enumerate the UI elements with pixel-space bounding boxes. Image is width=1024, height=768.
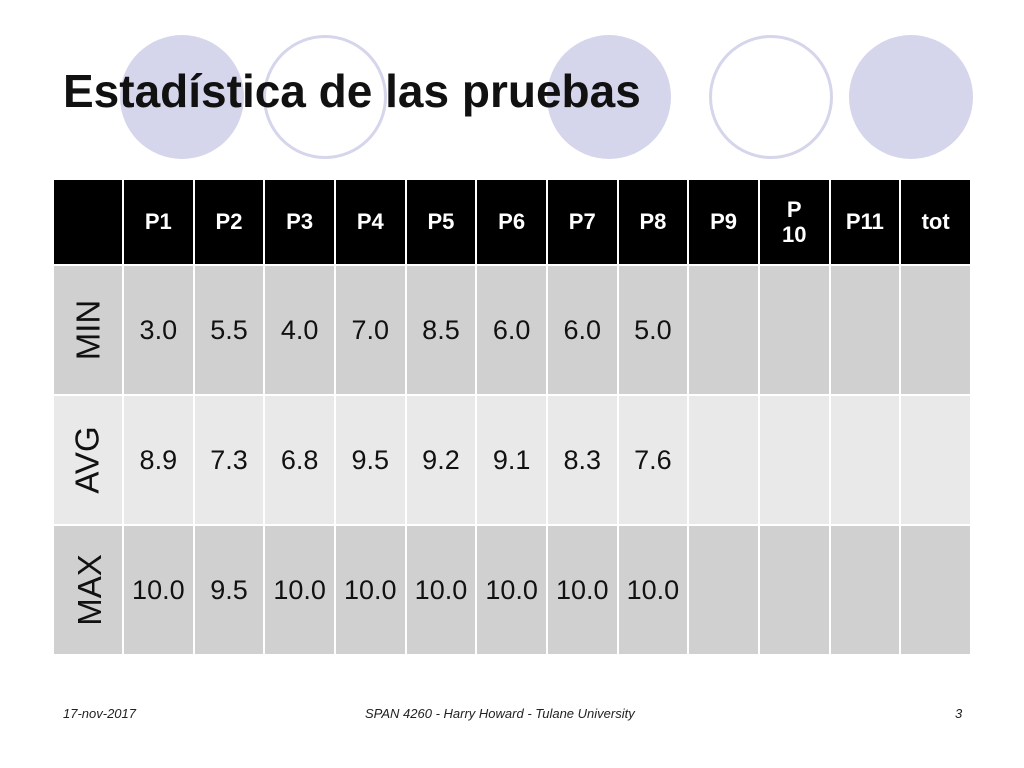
- table-cell: [687, 394, 760, 526]
- table-cell: [899, 524, 972, 656]
- table-cell: 10.0: [545, 524, 619, 656]
- table-cell: 8.9: [122, 394, 195, 526]
- table-cell: [687, 524, 760, 656]
- table-cell: [757, 394, 831, 526]
- table-cell: 5.5: [192, 264, 266, 396]
- table-cell: 8.5: [404, 264, 478, 396]
- table-cell: 4.0: [263, 264, 336, 396]
- header-cell: P10: [757, 178, 831, 266]
- header-cell: P7: [545, 178, 619, 266]
- table-cell: [687, 264, 760, 396]
- table-cell: 3.0: [122, 264, 195, 396]
- table-cell: [828, 264, 902, 396]
- decor-circle-2: [263, 35, 387, 159]
- table-row-max: MAX 10.0 9.5 10.0 10.0 10.0 10.0 10.0 10…: [52, 524, 972, 656]
- table-cell: [828, 394, 902, 526]
- row-label-cell: MIN: [52, 264, 124, 396]
- table-cell: 10.0: [616, 524, 690, 656]
- header-cell: P2: [192, 178, 266, 266]
- decor-circle-1: [120, 35, 244, 159]
- decor-circle-5: [849, 35, 973, 159]
- header-cell: tot: [899, 178, 972, 266]
- stats-table: P1 P2 P3 P4 P5 P6 P7 P8 P9 P10 P11 tot M…: [52, 178, 972, 656]
- row-label: MIN: [69, 299, 106, 361]
- header-cell: P5: [404, 178, 478, 266]
- table-cell: 8.3: [545, 394, 619, 526]
- table-row-min: MIN 3.0 5.5 4.0 7.0 8.5 6.0 6.0 5.0: [52, 264, 972, 396]
- footer-page-number: 3: [955, 706, 963, 721]
- table-cell: 9.2: [404, 394, 478, 526]
- table-cell: 6.0: [475, 264, 548, 396]
- corner-cell: [52, 178, 124, 266]
- table-cell: 6.8: [263, 394, 336, 526]
- table-cell: [757, 264, 831, 396]
- header-cell: P3: [263, 178, 336, 266]
- table-cell: 10.0: [404, 524, 478, 656]
- table-cell: [828, 524, 902, 656]
- row-label-cell: MAX: [52, 524, 124, 656]
- footer-course: SPAN 4260 - Harry Howard - Tulane Univer…: [365, 706, 635, 721]
- table-cell: 10.0: [263, 524, 336, 656]
- table-cell: 9.5: [333, 394, 407, 526]
- header-cell: P6: [475, 178, 548, 266]
- table-cell: 7.0: [333, 264, 407, 396]
- header-cell: P1: [122, 178, 195, 266]
- decor-circle-4: [709, 35, 833, 159]
- header-cell: P4: [333, 178, 407, 266]
- row-label-cell: AVG: [52, 394, 124, 526]
- table-cell: [899, 394, 972, 526]
- table-cell: 9.1: [475, 394, 548, 526]
- table-cell: 7.6: [616, 394, 690, 526]
- table-cell: 5.0: [616, 264, 690, 396]
- decor-circle-3: [547, 35, 671, 159]
- table-cell: 7.3: [192, 394, 266, 526]
- row-label: AVG: [69, 426, 106, 494]
- table-cell: 9.5: [192, 524, 266, 656]
- table-row-avg: AVG 8.9 7.3 6.8 9.5 9.2 9.1 8.3 7.6: [52, 394, 972, 526]
- table-cell: 10.0: [122, 524, 195, 656]
- row-label: MAX: [70, 554, 108, 626]
- table-cell: 10.0: [475, 524, 548, 656]
- table-cell: [757, 524, 831, 656]
- header-cell: P11: [828, 178, 902, 266]
- table-cell: 6.0: [545, 264, 619, 396]
- header-cell: P8: [616, 178, 690, 266]
- table-cell: 10.0: [333, 524, 407, 656]
- header-cell: P9: [687, 178, 760, 266]
- slide-title: Estadística de las pruebas: [63, 65, 641, 117]
- header-row: P1 P2 P3 P4 P5 P6 P7 P8 P9 P10 P11 tot: [52, 178, 972, 266]
- table-cell: [899, 264, 972, 396]
- footer-date: 17-nov-2017: [63, 706, 136, 721]
